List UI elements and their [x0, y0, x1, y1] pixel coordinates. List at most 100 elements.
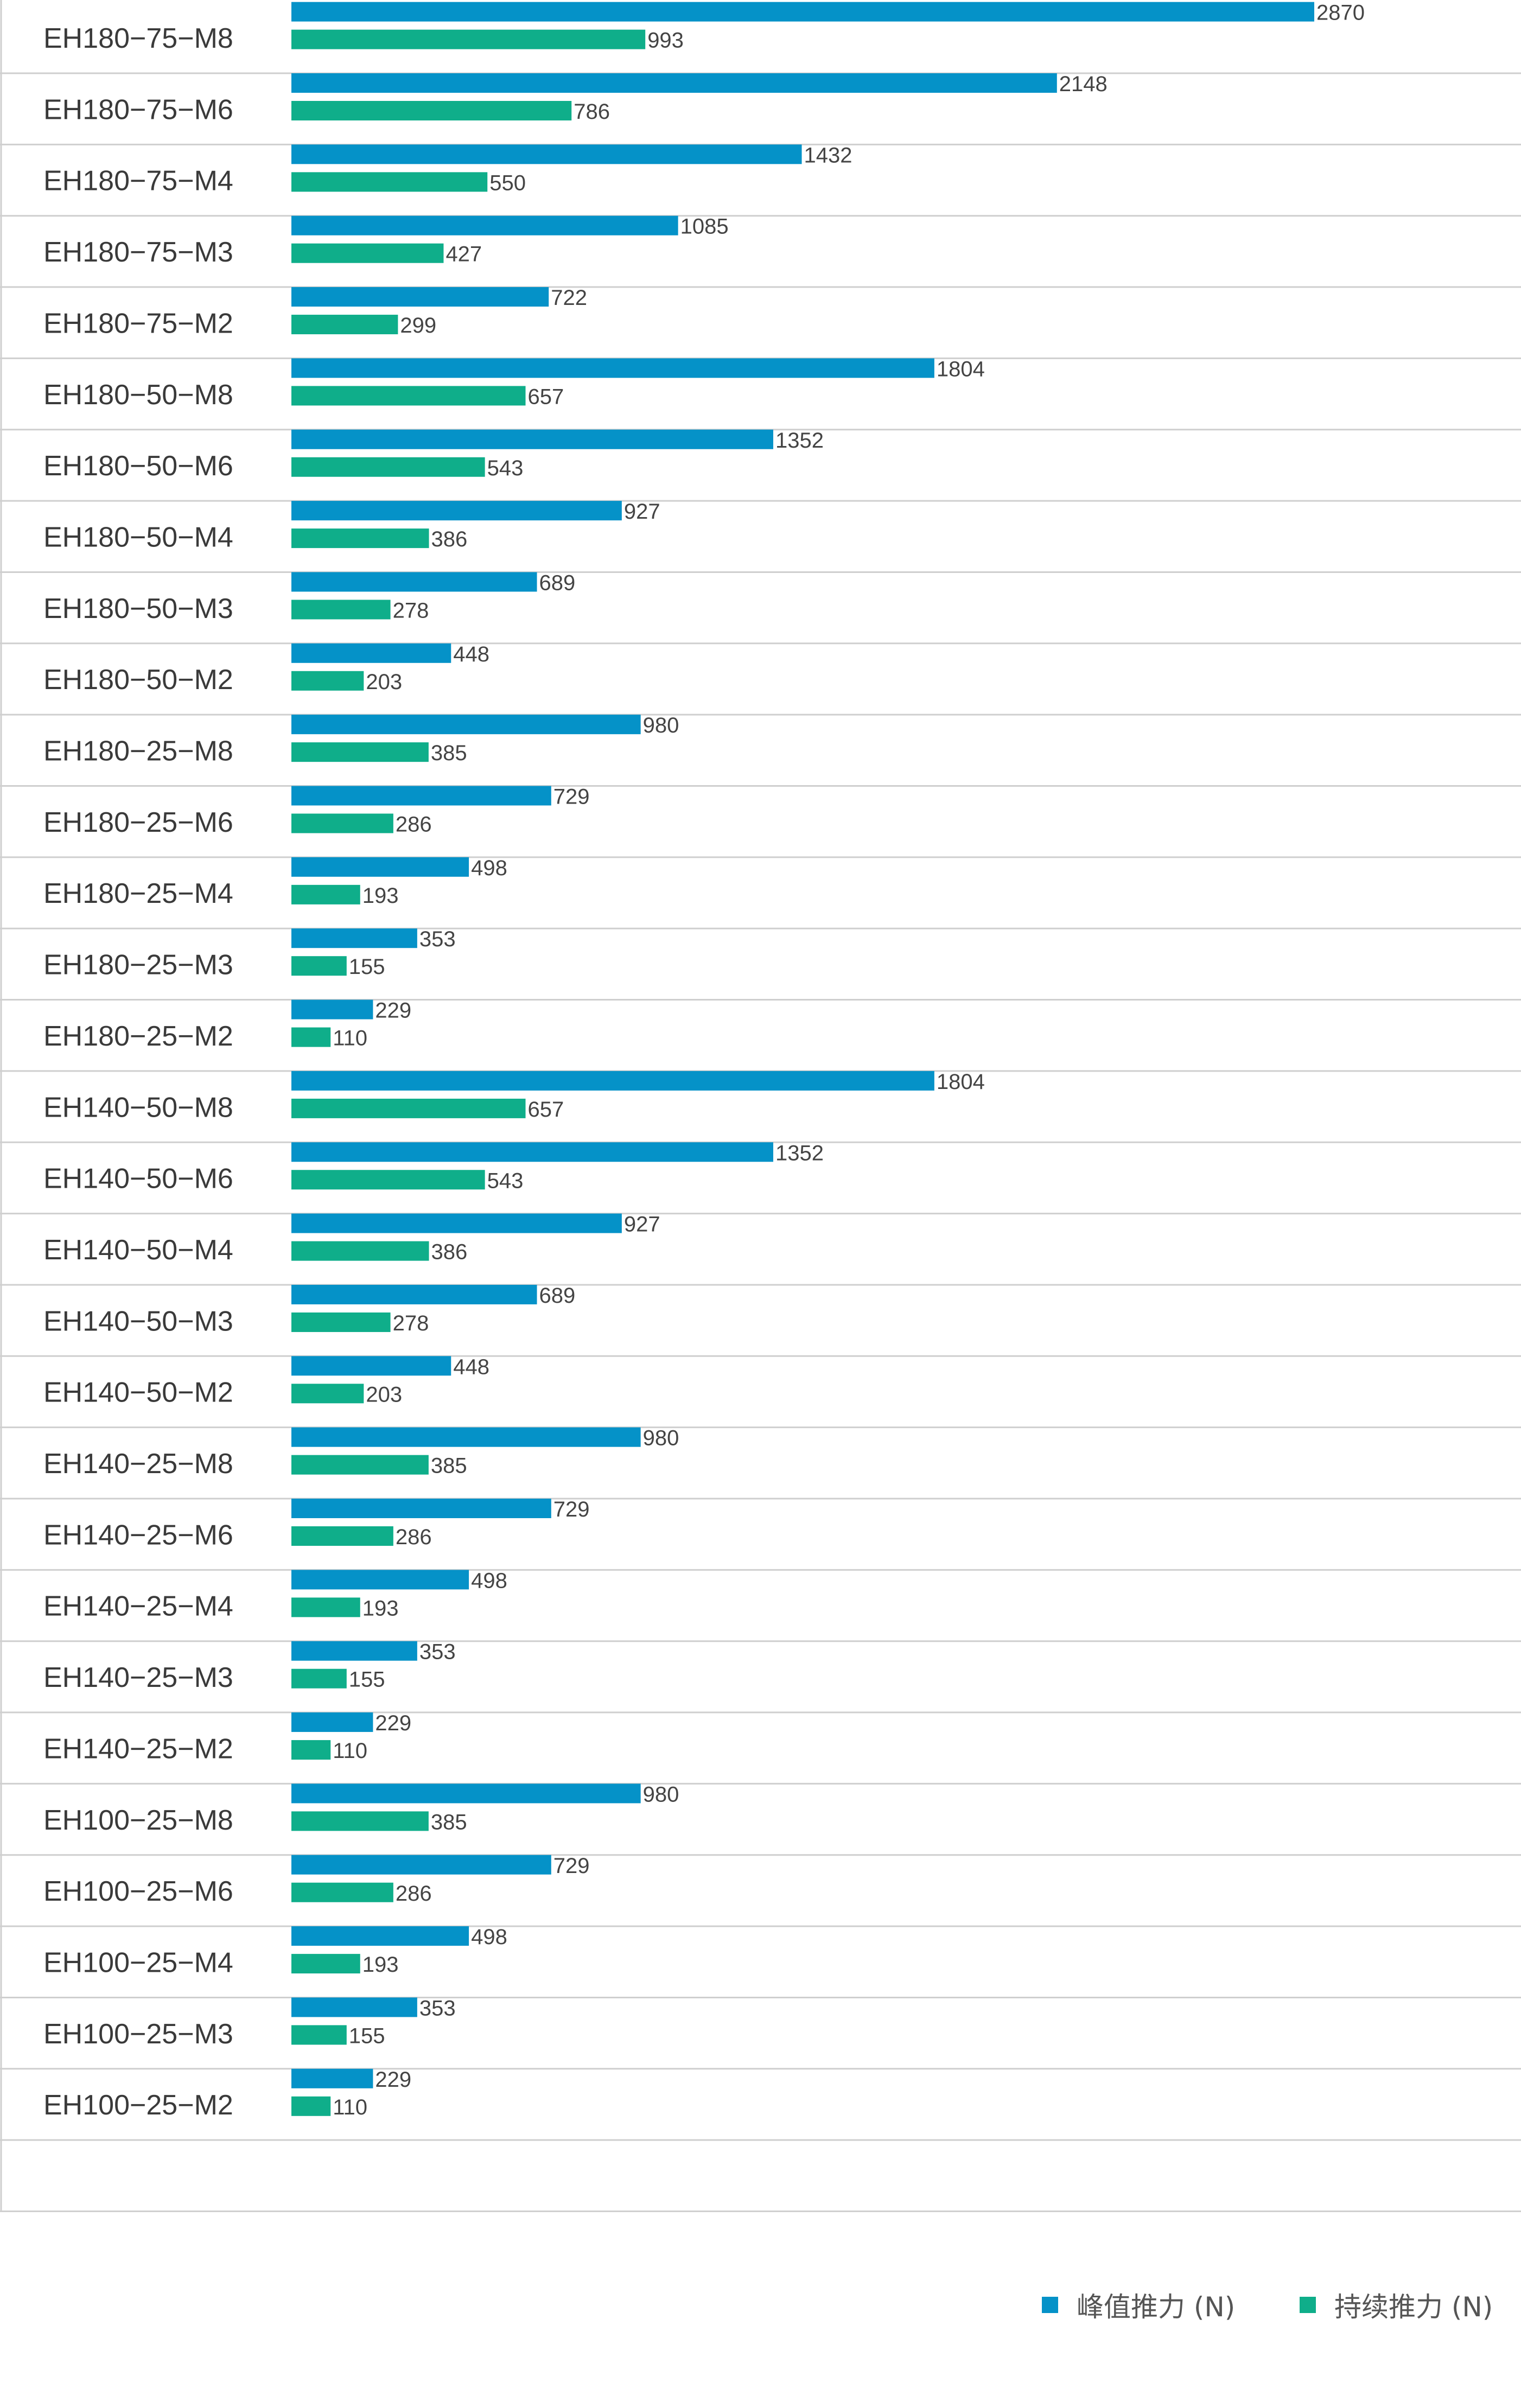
continuous-thrust-data-label: 286 [396, 813, 432, 837]
continuous-thrust-data-label: 386 [431, 527, 468, 551]
peak-thrust-bar [291, 2, 1314, 22]
chart-row: EH180−25−M8 980 385 [43, 714, 679, 767]
category-label: EH180−50−M4 [43, 521, 233, 553]
continuous-thrust-data-label: 786 [574, 100, 610, 124]
legend-continuous: 持续推力 (N) [1300, 2289, 1493, 2323]
category-label: EH180−75−M6 [43, 94, 233, 125]
category-label: EH140−25−M6 [43, 1519, 233, 1551]
chart-row: EH180−25−M6 729 286 [43, 785, 590, 838]
continuous-thrust-data-label: 543 [487, 1169, 524, 1193]
legend-continuous-label: 持续推力 (N) [1334, 2291, 1493, 2323]
continuous-thrust-data-label: 278 [393, 598, 429, 622]
chart-row: EH100−25−M3 353 155 [43, 1996, 456, 2049]
peak-thrust-bar [291, 501, 622, 521]
peak-thrust-bar [291, 1783, 641, 1804]
peak-thrust-bar [291, 1499, 551, 1518]
continuous-thrust-data-label: 155 [349, 1668, 385, 1692]
continuous-thrust-data-label: 385 [431, 1454, 467, 1478]
peak-thrust-data-label: 1352 [775, 429, 824, 453]
chart-row: EH180−50−M3 689 278 [43, 571, 575, 624]
peak-thrust-bar [291, 572, 537, 592]
chart-row: EH140−25−M8 980 385 [43, 1426, 679, 1480]
peak-thrust-bar [291, 1570, 469, 1590]
peak-thrust-bar [291, 358, 934, 378]
continuous-thrust-data-label: 550 [489, 171, 526, 195]
continuous-thrust-data-label: 543 [487, 456, 524, 480]
category-label: EH100−25−M6 [43, 1876, 233, 1907]
continuous-thrust-bar [291, 2025, 347, 2045]
peak-thrust-data-label: 689 [539, 1284, 576, 1308]
category-label: EH140−25−M4 [43, 1591, 233, 1622]
continuous-thrust-data-label: 110 [333, 1027, 367, 1050]
peak-thrust-data-label: 498 [471, 856, 507, 880]
category-label: EH180−25−M8 [43, 736, 233, 767]
continuous-thrust-data-label: 427 [446, 243, 482, 266]
chart-row: EH140−25−M3 353 155 [43, 1640, 456, 1693]
peak-thrust-bar [291, 2068, 373, 2088]
peak-thrust-bar [291, 1926, 469, 1946]
peak-thrust-data-label: 1432 [804, 143, 852, 167]
continuous-thrust-data-label: 657 [528, 385, 564, 409]
continuous-thrust-bar [291, 813, 393, 833]
category-label: EH140−50−M8 [43, 1092, 233, 1123]
category-label: EH140−50−M4 [43, 1234, 233, 1266]
category-label: EH140−50−M3 [43, 1305, 233, 1337]
peak-thrust-bar [291, 429, 773, 449]
peak-thrust-bar [291, 715, 641, 735]
chart-row: EH180−50−M8 1804 657 [43, 357, 985, 410]
continuous-thrust-data-label: 193 [362, 1953, 399, 1977]
peak-thrust-data-label: 229 [375, 1711, 411, 1735]
category-label: EH140−25−M2 [43, 1733, 233, 1764]
chart-row: EH140−25−M2 229 110 [43, 1711, 411, 1764]
peak-thrust-data-label: 689 [539, 571, 576, 595]
peak-thrust-bar [291, 1071, 934, 1091]
category-label: EH140−25−M3 [43, 1662, 233, 1693]
continuous-thrust-bar [291, 243, 444, 263]
continuous-thrust-data-label: 203 [366, 670, 402, 694]
peak-thrust-bar [291, 1997, 417, 2017]
continuous-thrust-data-label: 385 [431, 1810, 467, 1834]
category-label: EH180−25−M3 [43, 950, 233, 981]
continuous-thrust-data-label: 386 [431, 1240, 468, 1264]
continuous-thrust-bar [291, 742, 429, 762]
peak-thrust-bar [291, 1213, 622, 1233]
peak-thrust-bar [291, 1855, 551, 1875]
category-label: EH100−25−M2 [43, 2090, 233, 2121]
peak-thrust-data-label: 980 [643, 714, 679, 737]
chart-row: EH100−25−M8 980 385 [43, 1782, 679, 1836]
continuous-thrust-bar [291, 1241, 429, 1261]
chart-row: EH140−50−M8 1804 657 [43, 1070, 985, 1123]
peak-thrust-data-label: 722 [551, 286, 587, 310]
continuous-thrust-bar [291, 528, 429, 549]
peak-thrust-data-label: 229 [375, 2068, 411, 2092]
chart-row: EH140−25−M6 729 286 [43, 1498, 590, 1551]
peak-thrust-data-label: 729 [553, 1854, 590, 1878]
peak-thrust-bar [291, 215, 678, 235]
continuous-thrust-bar [291, 1170, 485, 1190]
chart-row: EH100−25−M2 229 110 [43, 2068, 411, 2121]
peak-thrust-data-label: 448 [453, 1355, 489, 1379]
peak-thrust-data-label: 2870 [1316, 1, 1365, 25]
continuous-thrust-data-label: 286 [396, 1882, 432, 1906]
chart-row: EH140−50−M6 1352 543 [43, 1141, 824, 1194]
peak-thrust-bar [291, 928, 417, 948]
category-label: EH180−50−M6 [43, 450, 233, 482]
category-label: EH100−25−M4 [43, 1947, 233, 1978]
continuous-thrust-data-label: 385 [431, 741, 467, 765]
category-label: EH180−25−M4 [43, 878, 233, 909]
continuous-thrust-data-label: 155 [349, 955, 385, 979]
category-label: EH180−75−M3 [43, 237, 233, 268]
continuous-thrust-bar [291, 2096, 331, 2116]
continuous-thrust-data-label: 155 [349, 2024, 385, 2048]
chart-row: EH180−50−M4 927 386 [43, 500, 660, 553]
continuous-thrust-bar [291, 101, 572, 120]
peak-thrust-data-label: 353 [419, 1640, 456, 1664]
continuous-thrust-bar [291, 1027, 331, 1047]
peak-thrust-bar [291, 73, 1057, 93]
continuous-thrust-bar [291, 1455, 429, 1475]
continuous-thrust-data-label: 657 [528, 1098, 564, 1122]
continuous-thrust-data-label: 110 [333, 1739, 367, 1763]
continuous-thrust-bar [291, 386, 526, 406]
peak-thrust-data-label: 353 [419, 927, 456, 951]
chart-row: EH180−75−M3 1085 427 [43, 215, 729, 268]
